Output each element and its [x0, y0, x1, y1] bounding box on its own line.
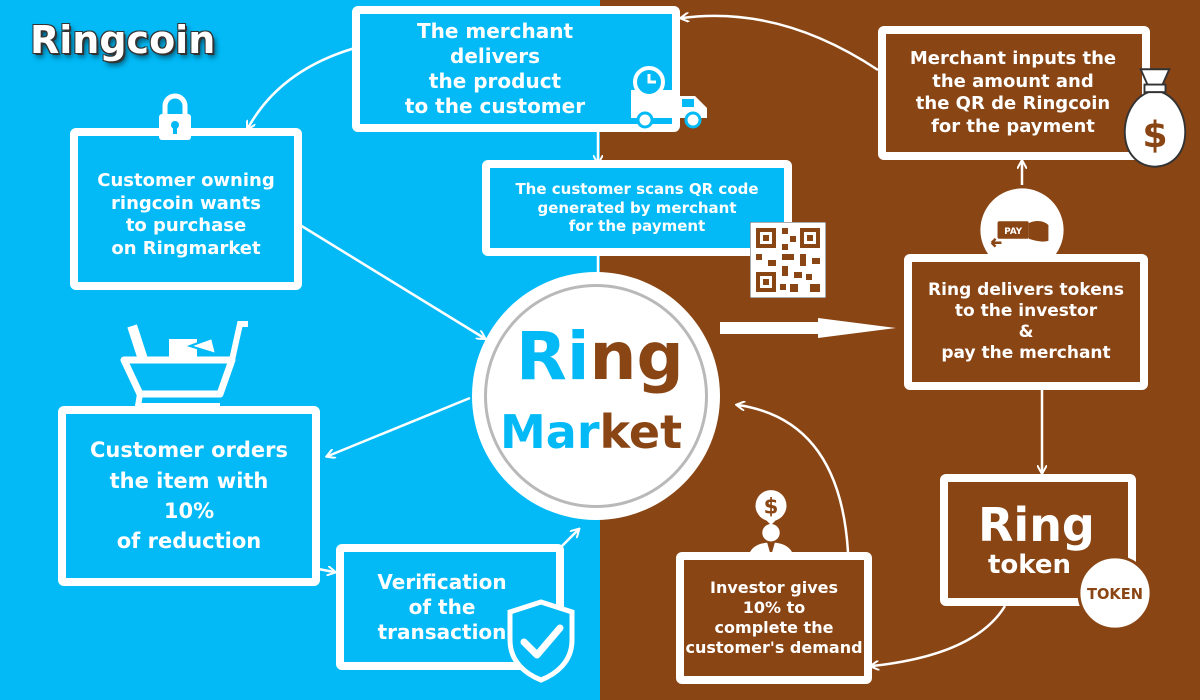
box-merchant-delivers: The merchant delivers the product to the… — [352, 6, 680, 132]
merchant-inputs-text: Merchant inputs the the amount and the Q… — [909, 48, 1117, 137]
arrow-owning-to-hub — [299, 223, 484, 338]
investor-dollar: $ — [764, 494, 779, 519]
box-ring-delivers: Ring delivers tokens to the investor & p… — [904, 254, 1148, 390]
padlock-icon — [159, 93, 191, 140]
investor-icon: $ — [747, 490, 795, 562]
customer-orders-text: Customer orders the item with 10% of red… — [89, 438, 289, 554]
money-bag-dollar: $ — [1142, 114, 1167, 157]
customer-scans-text: The customer scans QR code generated by … — [515, 179, 759, 236]
hub-ring-part2: ng — [589, 318, 684, 395]
arrow-hub-to-ring-delivers — [720, 318, 896, 338]
box-merchant-inputs: Merchant inputs the the amount and the Q… — [878, 26, 1150, 160]
merchant-delivers-text: The merchant delivers the product to the… — [404, 19, 586, 118]
arrow-hub-to-orders — [328, 396, 471, 456]
box-customer-orders: Customer orders the item with 10% of red… — [58, 406, 320, 586]
box-customer-scans: The customer scans QR code generated by … — [482, 160, 792, 256]
arrow-verification-to-hub — [559, 530, 578, 549]
hub-market-part2: ket — [599, 405, 683, 459]
customer-owning-text: Customer owning ringcoin wants to purcha… — [97, 170, 275, 259]
arrow-investor-to-hub — [738, 405, 850, 553]
arrow-delivers-to-owning — [248, 46, 356, 128]
page-title: Ringcoin — [30, 18, 216, 62]
shield-check-icon — [507, 599, 575, 683]
arrow-token-to-investor — [872, 605, 1007, 666]
ring-delivers-text: Ring delivers tokens to the investor & p… — [928, 279, 1124, 364]
money-bag-icon: $ — [1123, 68, 1187, 168]
box-customer-owning: Customer owning ringcoin wants to purcha… — [70, 128, 302, 290]
box-investor-gives: Investor gives 10% to complete the custo… — [676, 552, 872, 684]
token-coin-icon: TOKEN — [1077, 555, 1153, 631]
hub-ring-part1: Ri — [516, 318, 590, 395]
pay-label: PAY — [1004, 227, 1023, 237]
investor-gives-text: Investor gives 10% to complete the custo… — [685, 578, 863, 657]
hub-ring-word: Ring — [516, 322, 684, 392]
pay-card-icon: PAY — [977, 185, 1067, 275]
hub-market-part1: Mar — [500, 405, 600, 459]
token-badge-label: TOKEN — [1087, 586, 1143, 603]
ring-token-word2: token — [988, 550, 1072, 580]
arrow-inputs-to-delivers — [682, 16, 879, 72]
verification-text: Verification of the transaction — [377, 569, 507, 644]
hub-market-word: Market — [500, 404, 682, 460]
ring-token-word1: Ring — [978, 498, 1095, 552]
ring-market-hub-ring — [484, 284, 708, 508]
delivery-truck-icon — [631, 66, 707, 129]
qr-code-icon — [750, 222, 826, 298]
